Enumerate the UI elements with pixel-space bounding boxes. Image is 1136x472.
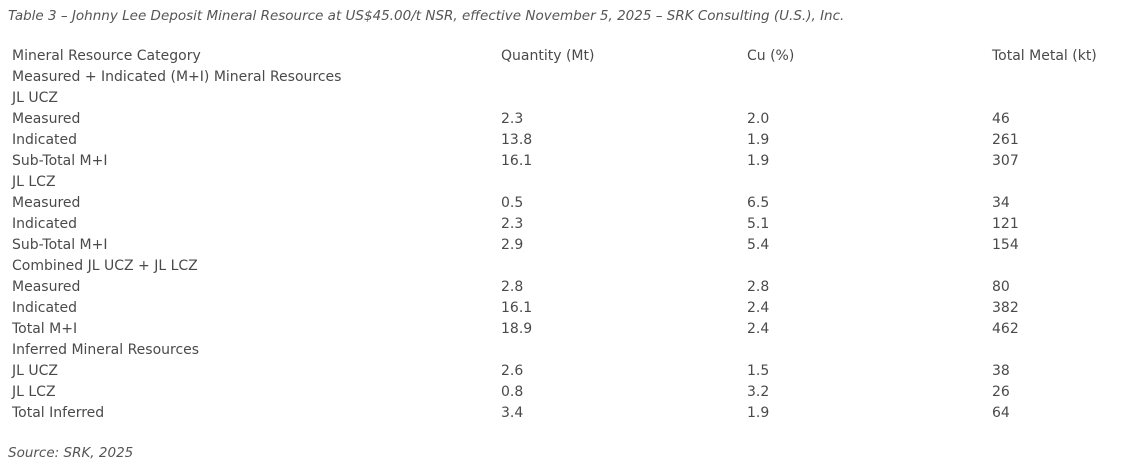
row-cu-cell: 1.9 [747, 153, 770, 169]
row-quantity-cell: 16.1 [501, 300, 533, 316]
row-cu-cell: 2.4 [747, 300, 770, 316]
row-cu-cell [743, 88, 988, 109]
row-metal-cell: 121 [992, 216, 1019, 232]
row-metal-cell: 26 [992, 384, 1010, 400]
row-metal-cell: 38 [992, 363, 1010, 379]
row-metal-cell: 34 [992, 195, 1010, 211]
row-category-cell: Sub-Total M+I [12, 237, 108, 253]
row-quantity-cell: 2.3 [501, 216, 524, 232]
row-category-cell: Total Inferred [12, 405, 105, 421]
row-metal-cell: 382 [992, 300, 1019, 316]
table-row: Total M+I 18.9 2.4 462 [8, 319, 1132, 340]
row-quantity-cell [497, 340, 743, 361]
row-cu-cell: 3.2 [747, 384, 770, 400]
row-quantity-cell: 2.6 [501, 363, 524, 379]
row-quantity-cell [497, 172, 743, 193]
mineral-resource-table: Mineral Resource Category Quantity (Mt) … [8, 46, 1132, 424]
row-category-cell: Inferred Mineral Resources [12, 342, 200, 358]
row-cu-cell [743, 172, 988, 193]
table-row: Measured 2.3 2.0 46 [8, 109, 1132, 130]
row-cu-cell: 1.9 [747, 405, 770, 421]
table-row: JL LCZ [8, 172, 1132, 193]
row-metal-cell: 46 [992, 111, 1010, 127]
row-category-cell: Measured [12, 111, 81, 127]
row-category-cell: Indicated [12, 216, 78, 232]
row-cu-cell [743, 256, 988, 277]
row-quantity-cell: 16.1 [501, 153, 533, 169]
row-metal-cell [988, 67, 1132, 88]
table-row: Measured 2.8 2.8 80 [8, 277, 1132, 298]
row-metal-cell: 307 [992, 153, 1019, 169]
table-row: Measured + Indicated (M+I) Mineral Resou… [8, 67, 1132, 88]
row-category-cell: Measured + Indicated (M+I) Mineral Resou… [12, 69, 342, 85]
table-header-row: Mineral Resource Category Quantity (Mt) … [8, 46, 1132, 67]
row-cu-cell: 2.8 [747, 279, 770, 295]
row-metal-cell [988, 172, 1132, 193]
table-body: Measured + Indicated (M+I) Mineral Resou… [8, 67, 1132, 424]
table-row: Measured 0.5 6.5 34 [8, 193, 1132, 214]
table-row: Indicated 16.1 2.4 382 [8, 298, 1132, 319]
row-quantity-cell: 2.9 [501, 237, 524, 253]
row-quantity-cell: 3.4 [501, 405, 524, 421]
row-category-cell: Measured [12, 279, 81, 295]
row-cu-cell: 5.1 [747, 216, 770, 232]
row-cu-cell: 5.4 [747, 237, 770, 253]
row-quantity-cell [497, 67, 743, 88]
row-quantity-cell: 2.8 [501, 279, 524, 295]
row-cu-cell: 2.4 [747, 321, 770, 337]
header-category: Mineral Resource Category [12, 48, 201, 64]
row-quantity-cell: 13.8 [501, 132, 533, 148]
row-quantity-cell: 18.9 [501, 321, 533, 337]
table-row: Inferred Mineral Resources [8, 340, 1132, 361]
row-category-cell: Total M+I [12, 321, 78, 337]
row-quantity-cell [497, 88, 743, 109]
table-row: JL UCZ [8, 88, 1132, 109]
row-category-cell: JL LCZ [12, 384, 56, 400]
table-row: Sub-Total M+I 2.9 5.4 154 [8, 235, 1132, 256]
row-metal-cell [988, 256, 1132, 277]
table-row: Indicated 2.3 5.1 121 [8, 214, 1132, 235]
row-cu-cell: 1.5 [747, 363, 770, 379]
row-metal-cell [988, 88, 1132, 109]
row-category-cell: JL UCZ [12, 90, 58, 106]
row-category-cell: Indicated [12, 132, 78, 148]
row-cu-cell [743, 67, 988, 88]
row-cu-cell [743, 340, 988, 361]
row-metal-cell: 80 [992, 279, 1010, 295]
row-cu-cell: 1.9 [747, 132, 770, 148]
row-metal-cell [988, 340, 1132, 361]
row-quantity-cell: 0.8 [501, 384, 524, 400]
row-category-cell: Indicated [12, 300, 78, 316]
row-category-cell: Sub-Total M+I [12, 153, 108, 169]
row-category-cell: Measured [12, 195, 81, 211]
row-cu-cell: 6.5 [747, 195, 770, 211]
table-row: Sub-Total M+I 16.1 1.9 307 [8, 151, 1132, 172]
row-quantity-cell [497, 256, 743, 277]
row-quantity-cell: 2.3 [501, 111, 524, 127]
row-metal-cell: 154 [992, 237, 1019, 253]
row-category-cell: JL LCZ [12, 174, 56, 190]
row-category-cell: Combined JL UCZ + JL LCZ [12, 258, 198, 274]
table-row: Combined JL UCZ + JL LCZ [8, 256, 1132, 277]
row-category-cell: JL UCZ [12, 363, 58, 379]
header-cu-grade: Cu (%) [747, 48, 795, 64]
row-metal-cell: 261 [992, 132, 1019, 148]
header-quantity: Quantity (Mt) [501, 48, 595, 64]
table-row: JL LCZ 0.8 3.2 26 [8, 382, 1132, 403]
table-caption: Table 3 – Johnny Lee Deposit Mineral Res… [8, 8, 845, 24]
header-total-metal: Total Metal (kt) [992, 48, 1097, 64]
row-metal-cell: 462 [992, 321, 1019, 337]
row-metal-cell: 64 [992, 405, 1010, 421]
table-row: Total Inferred 3.4 1.9 64 [8, 403, 1132, 424]
table-row: Indicated 13.8 1.9 261 [8, 130, 1132, 151]
row-cu-cell: 2.0 [747, 111, 770, 127]
row-quantity-cell: 0.5 [501, 195, 524, 211]
table-source-note: Source: SRK, 2025 [8, 445, 134, 461]
table-row: JL UCZ 2.6 1.5 38 [8, 361, 1132, 382]
